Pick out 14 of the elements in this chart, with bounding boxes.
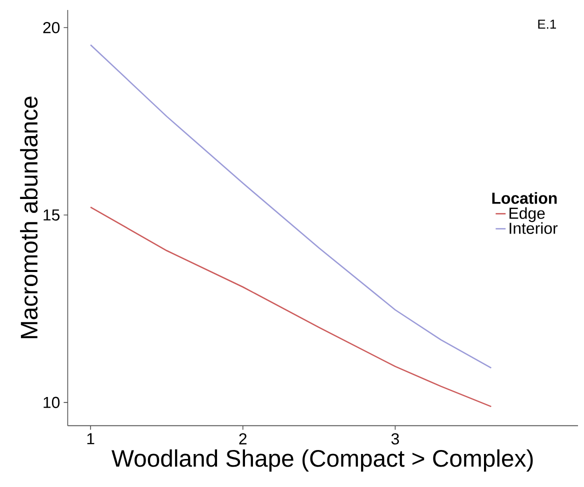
x-tick-label: 1 (87, 433, 94, 444)
y-tick-label: 10 (44, 396, 60, 408)
line-series (90, 206, 492, 408)
x-tick-label: 2 (239, 433, 247, 444)
legend-label: Interior (510, 222, 558, 234)
y-axis-title: Macromoth abundance (20, 96, 38, 338)
annotation: E.1 (538, 20, 556, 29)
x-axis-title: Woodland Shape (Compact > Complex) (112, 449, 533, 472)
x-tick-label: 3 (391, 433, 399, 444)
line-series (90, 44, 492, 369)
legend-label: Edge (510, 207, 545, 222)
y-tick-label: 20 (43, 22, 60, 34)
legend-title: Location (492, 192, 557, 204)
y-tick-label: 15 (44, 209, 60, 221)
